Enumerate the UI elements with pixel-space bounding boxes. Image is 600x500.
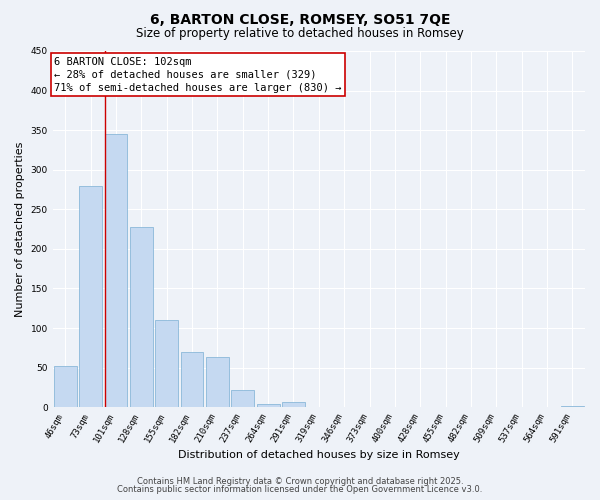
Bar	[282, 402, 305, 407]
Bar	[54, 366, 77, 407]
Bar	[79, 186, 102, 407]
Y-axis label: Number of detached properties: Number of detached properties	[15, 142, 25, 317]
Bar	[206, 358, 229, 407]
X-axis label: Distribution of detached houses by size in Romsey: Distribution of detached houses by size …	[178, 450, 460, 460]
Bar	[155, 320, 178, 407]
Text: 6 BARTON CLOSE: 102sqm
← 28% of detached houses are smaller (329)
71% of semi-de: 6 BARTON CLOSE: 102sqm ← 28% of detached…	[54, 56, 341, 93]
Bar	[232, 390, 254, 407]
Text: 6, BARTON CLOSE, ROMSEY, SO51 7QE: 6, BARTON CLOSE, ROMSEY, SO51 7QE	[150, 12, 450, 26]
Text: Contains HM Land Registry data © Crown copyright and database right 2025.: Contains HM Land Registry data © Crown c…	[137, 477, 463, 486]
Bar	[104, 134, 127, 407]
Text: Size of property relative to detached houses in Romsey: Size of property relative to detached ho…	[136, 28, 464, 40]
Bar	[257, 404, 280, 407]
Text: Contains public sector information licensed under the Open Government Licence v3: Contains public sector information licen…	[118, 485, 482, 494]
Bar	[561, 406, 584, 407]
Bar	[181, 352, 203, 407]
Bar	[130, 226, 153, 407]
